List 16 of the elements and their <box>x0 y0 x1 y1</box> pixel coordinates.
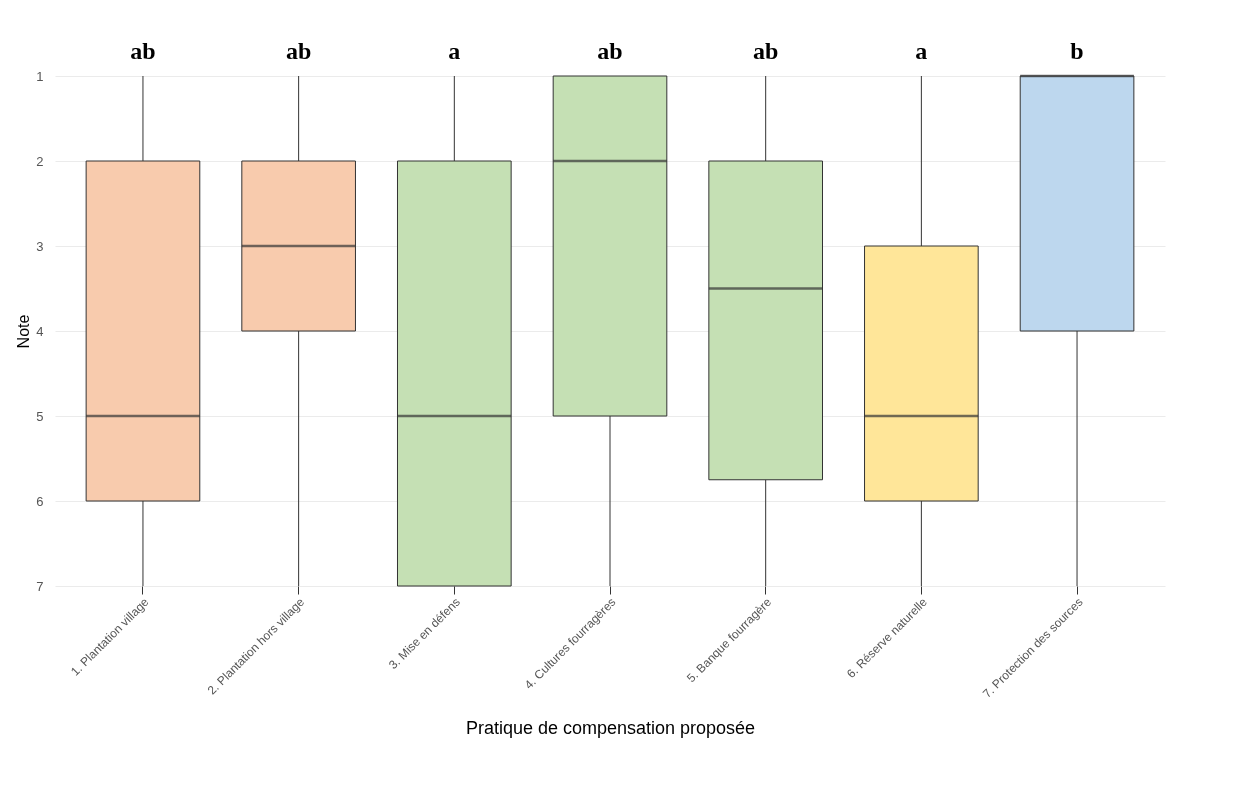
text: ab <box>597 38 623 64</box>
y-tick-label: 3 <box>36 238 44 254</box>
text: ab <box>753 38 779 64</box>
y-axis-title: Note <box>15 314 33 349</box>
text: a <box>448 38 461 64</box>
y-tick-label: 4 <box>36 323 44 339</box>
text: a <box>915 38 928 64</box>
y-tick-label: 5 <box>36 408 44 424</box>
x-axis-title: Pratique de compensation proposée <box>465 718 756 739</box>
y-tick-label: 2 <box>36 153 44 169</box>
y-tick-label: 1 <box>36 68 44 84</box>
text: ab <box>130 38 156 64</box>
y-tick-label: 7 <box>36 578 44 594</box>
text: b <box>1070 38 1084 64</box>
y-tick-label: 6 <box>36 493 44 509</box>
text: ab <box>285 38 312 64</box>
